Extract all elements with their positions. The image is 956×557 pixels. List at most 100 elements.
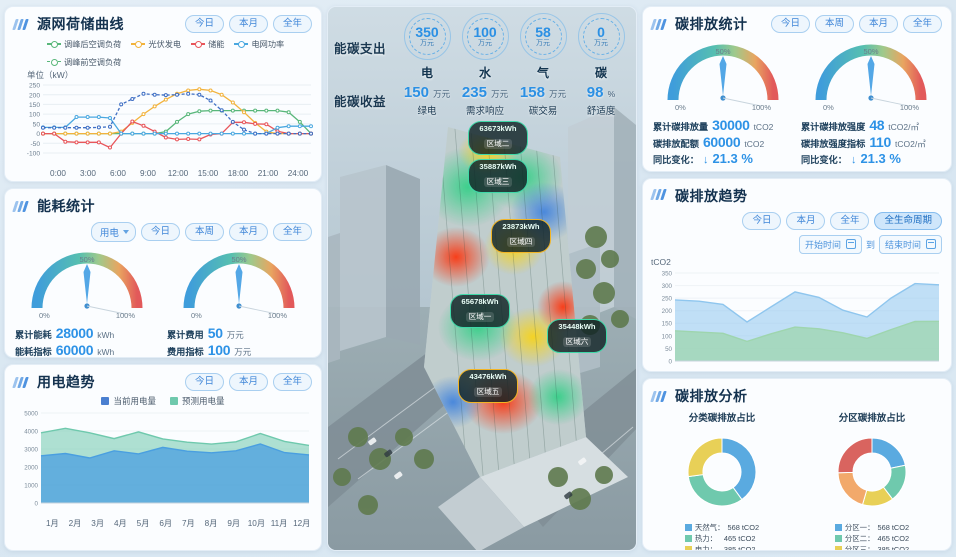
panel-header: 用电趋势 今日 本月 全年	[5, 365, 321, 394]
stat-value: 30000	[712, 117, 750, 133]
btn-month[interactable]: 本月	[228, 373, 268, 391]
legend-item-1[interactable]: 光伏发电	[131, 38, 181, 50]
chevron-down-icon	[122, 230, 129, 234]
btn-week[interactable]: 本周	[184, 223, 224, 241]
donut-chart-graphic	[687, 437, 757, 507]
donut-chart-graphic	[837, 437, 907, 507]
legend-item[interactable]: 电力： 385 tCO2	[684, 544, 759, 550]
legend-value: 568 tCO2	[727, 523, 760, 532]
donut-slice[interactable]	[837, 471, 868, 506]
legend-item[interactable]: 分区三： 385 tCO2	[834, 544, 910, 551]
area-pin[interactable]: 35887kWh 区域三	[468, 159, 528, 194]
y-axis-unit-label: 单位（kW）	[27, 70, 74, 80]
svg-text:5000: 5000	[24, 410, 38, 417]
income-kpi: 235 万元 需求响应	[456, 84, 514, 116]
legend-label: 电网功率	[251, 40, 285, 49]
legend-item[interactable]: 分区一： 568 tCO2	[834, 522, 909, 533]
legend-item-2[interactable]: 储能	[191, 38, 224, 50]
legend-item[interactable]: 分区二： 465 tCO2	[834, 533, 909, 544]
time-range-buttons: 今日 本月 全年	[184, 373, 312, 391]
stat-value: 21.3 %	[860, 151, 901, 166]
legend-label: 天然气：	[694, 523, 725, 532]
time-range-buttons: 今日 本月 全年	[184, 15, 312, 33]
gauge-stats: 累计碳排放强度 48 tCO2/㎡ 碳排放强度指标 110 tCO2/㎡ 同比变化： ↓ 21.…	[797, 116, 945, 166]
legend-swatch	[684, 535, 692, 543]
stat-unit: tCO2/㎡	[895, 139, 926, 149]
legend-item-4[interactable]: 调峰前空调负荷	[47, 56, 121, 68]
btn-year[interactable]: 全年	[902, 15, 942, 33]
btn-year[interactable]: 全年	[272, 373, 312, 391]
donut-slice[interactable]	[687, 437, 723, 478]
panel-title: 用电趋势	[37, 374, 95, 390]
legend-item-0[interactable]: 调峰后空调负荷	[47, 38, 121, 50]
stat-unit: 万元	[226, 330, 244, 340]
panel-title: 碳排放统计	[675, 16, 748, 32]
stat-label: 碳排放配额	[653, 139, 699, 149]
start-date-input[interactable]: 开始时间	[798, 234, 862, 254]
btn-today[interactable]: 今日	[184, 15, 224, 33]
legend-item-current[interactable]: 当前用电量	[101, 395, 156, 407]
end-date-input[interactable]: 结束时间	[878, 234, 942, 254]
panel-accent-icon	[650, 18, 669, 30]
btn-lifecycle[interactable]: 全生命周期	[874, 212, 942, 230]
legend-item-3[interactable]: 电网功率	[234, 38, 284, 50]
btn-week[interactable]: 本周	[814, 15, 854, 33]
btn-year[interactable]: 全年	[830, 212, 870, 230]
pin-area-name: 区域六	[562, 337, 592, 348]
kpi-ring: 0 万元	[577, 13, 625, 60]
btn-year[interactable]: 全年	[272, 223, 312, 241]
donut-slice[interactable]	[871, 437, 906, 469]
kpi-ring: 58 万元	[519, 13, 567, 60]
area-pin[interactable]: 63673kWh 区域二	[468, 121, 528, 156]
x-axis-labels: 1月 2月 3月 4月 5月 6月 7月 8月 9月 10月 11月 12月	[11, 517, 313, 529]
panel-accent-icon	[650, 188, 669, 200]
x-tick: 18:00	[227, 169, 249, 178]
legend-swatch	[834, 535, 842, 543]
area-pin[interactable]: 43476kWh 区域五	[458, 369, 518, 404]
btn-today[interactable]: 今日	[184, 373, 224, 391]
svg-text:50%: 50%	[231, 255, 246, 264]
btn-year[interactable]: 全年	[272, 15, 312, 33]
donut-charts: 分类碳排放占比 天然气： 568 tCO2 热力： 465 tCO2 电力： 385 tC…	[643, 408, 951, 551]
donut-slice[interactable]	[687, 473, 743, 507]
svg-text:0: 0	[35, 500, 39, 507]
legend-item[interactable]: 天然气： 568 tCO2	[684, 522, 760, 533]
legend-item-forecast[interactable]: 预测用电量	[170, 395, 225, 407]
btn-month[interactable]: 本月	[858, 15, 898, 33]
pin-area-name: 区域一	[465, 312, 495, 323]
stat-value: 50	[207, 325, 223, 341]
energy-type-select[interactable]: 用电	[90, 222, 136, 242]
x-tick: 15:00	[197, 169, 219, 178]
legend-value: 385 tCO2	[877, 545, 910, 551]
pin-value: 35448kWh	[558, 322, 596, 331]
svg-text:100%: 100%	[900, 103, 920, 112]
svg-text:0%: 0%	[191, 311, 202, 320]
date-range-picker: 开始时间 到 结束时间	[798, 233, 942, 254]
panel-header: 碳排放统计 今日 本周 本月 全年	[643, 7, 951, 36]
legend-label: 调峰前空调负荷	[64, 58, 122, 67]
svg-text:100: 100	[662, 333, 673, 340]
stat-value: 60000	[702, 134, 741, 150]
legend-item[interactable]: 热力： 465 tCO2	[684, 533, 759, 544]
kpi-unit: 万元	[478, 39, 492, 47]
donut-zone: 分区碳排放占比 分区一： 568 tCO2 分区二： 465 tCO2 分区三： 385 …	[797, 410, 947, 551]
btn-today[interactable]: 今日	[140, 223, 180, 241]
legend-marker-icon	[47, 40, 61, 48]
btn-month[interactable]: 本月	[228, 223, 268, 241]
donut-slice[interactable]	[837, 437, 873, 474]
area-pin[interactable]: 35448kWh 区域六	[547, 319, 607, 354]
area-pin[interactable]: 65678kWh 区域一	[450, 294, 510, 329]
legend-marker-icon	[234, 40, 249, 48]
svg-text:100%: 100%	[268, 311, 288, 320]
btn-month[interactable]: 本月	[786, 212, 826, 230]
kpi-caption: 气	[536, 66, 549, 80]
kpi-unit: 万元	[433, 89, 451, 99]
btn-today[interactable]: 今日	[742, 212, 782, 230]
legend-swatch	[684, 524, 692, 532]
area-pin[interactable]: 23873kWh 区域四	[491, 219, 551, 254]
stat-value: 60000	[55, 342, 94, 358]
btn-month[interactable]: 本月	[228, 15, 268, 33]
btn-today[interactable]: 今日	[770, 15, 810, 33]
